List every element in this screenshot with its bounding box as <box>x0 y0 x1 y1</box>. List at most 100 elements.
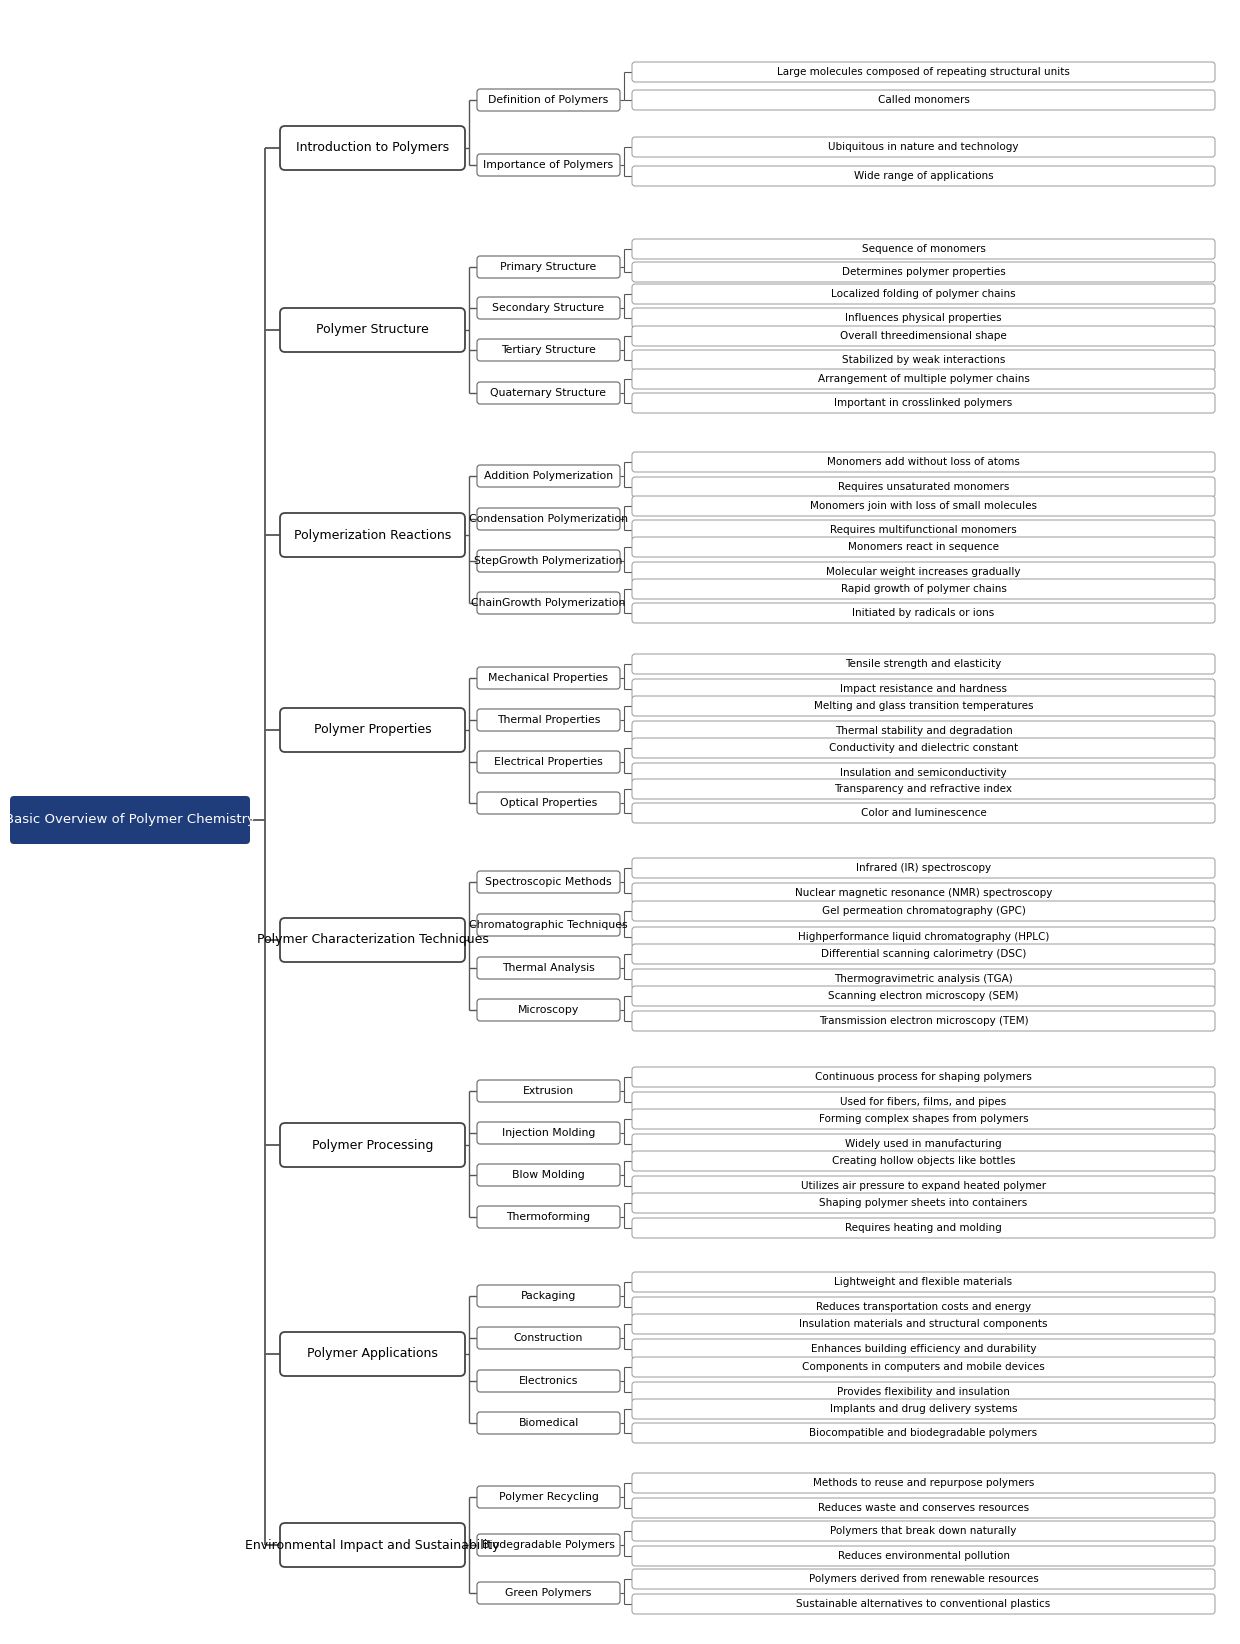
FancyBboxPatch shape <box>477 957 620 978</box>
FancyBboxPatch shape <box>477 508 620 529</box>
FancyBboxPatch shape <box>632 496 1215 516</box>
FancyBboxPatch shape <box>477 1369 620 1392</box>
FancyBboxPatch shape <box>632 1568 1215 1590</box>
Text: Requires heating and molding: Requires heating and molding <box>846 1223 1002 1233</box>
Text: Highperformance liquid chromatography (HPLC): Highperformance liquid chromatography (H… <box>797 932 1049 942</box>
Text: Monomers join with loss of small molecules: Monomers join with loss of small molecul… <box>810 501 1037 511</box>
FancyBboxPatch shape <box>632 326 1215 345</box>
Text: Tertiary Structure: Tertiary Structure <box>501 345 596 355</box>
Text: Ubiquitous in nature and technology: Ubiquitous in nature and technology <box>828 141 1019 151</box>
Text: Utilizes air pressure to expand heated polymer: Utilizes air pressure to expand heated p… <box>801 1180 1047 1190</box>
FancyBboxPatch shape <box>632 1175 1215 1195</box>
Text: Monomers react in sequence: Monomers react in sequence <box>848 543 999 552</box>
Text: Construction: Construction <box>513 1333 583 1343</box>
FancyBboxPatch shape <box>477 1486 620 1508</box>
Text: Thermoforming: Thermoforming <box>506 1212 590 1221</box>
Text: Melting and glass transition temperatures: Melting and glass transition temperature… <box>813 700 1033 710</box>
Text: Primary Structure: Primary Structure <box>501 261 596 271</box>
FancyBboxPatch shape <box>477 871 620 893</box>
FancyBboxPatch shape <box>632 452 1215 472</box>
Text: Components in computers and mobile devices: Components in computers and mobile devic… <box>802 1361 1045 1373</box>
Text: Molecular weight increases gradually: Molecular weight increases gradually <box>826 567 1021 577</box>
FancyBboxPatch shape <box>632 901 1215 921</box>
FancyBboxPatch shape <box>280 127 465 169</box>
Text: Creating hollow objects like bottles: Creating hollow objects like bottles <box>832 1156 1016 1166</box>
FancyBboxPatch shape <box>632 1356 1215 1378</box>
FancyBboxPatch shape <box>632 722 1215 741</box>
Text: Polymers that break down naturally: Polymers that break down naturally <box>831 1526 1017 1535</box>
FancyBboxPatch shape <box>632 261 1215 283</box>
Text: Continuous process for shaping polymers: Continuous process for shaping polymers <box>815 1072 1032 1082</box>
FancyBboxPatch shape <box>477 381 620 404</box>
FancyBboxPatch shape <box>632 1545 1215 1567</box>
FancyBboxPatch shape <box>632 1595 1215 1614</box>
FancyBboxPatch shape <box>632 1521 1215 1540</box>
FancyBboxPatch shape <box>632 779 1215 799</box>
Text: Reduces environmental pollution: Reduces environmental pollution <box>837 1550 1009 1562</box>
Text: Overall threedimensional shape: Overall threedimensional shape <box>841 330 1007 340</box>
Text: Impact resistance and hardness: Impact resistance and hardness <box>839 684 1007 694</box>
Text: Microscopy: Microscopy <box>518 1004 579 1014</box>
Text: Packaging: Packaging <box>521 1291 577 1300</box>
FancyBboxPatch shape <box>632 477 1215 496</box>
FancyBboxPatch shape <box>280 513 465 557</box>
FancyBboxPatch shape <box>632 538 1215 557</box>
FancyBboxPatch shape <box>632 654 1215 674</box>
Text: Biodegradable Polymers: Biodegradable Polymers <box>482 1540 615 1550</box>
FancyBboxPatch shape <box>632 166 1215 186</box>
FancyBboxPatch shape <box>632 883 1215 903</box>
Text: Spectroscopic Methods: Spectroscopic Methods <box>485 876 611 888</box>
FancyBboxPatch shape <box>632 1314 1215 1333</box>
Text: Reduces transportation costs and energy: Reduces transportation costs and energy <box>816 1302 1032 1312</box>
Text: Monomers add without loss of atoms: Monomers add without loss of atoms <box>827 457 1021 467</box>
Text: Forming complex shapes from polymers: Forming complex shapes from polymers <box>818 1115 1028 1124</box>
FancyBboxPatch shape <box>632 1272 1215 1292</box>
Text: Electrical Properties: Electrical Properties <box>494 756 603 768</box>
FancyBboxPatch shape <box>632 1134 1215 1154</box>
FancyBboxPatch shape <box>632 136 1215 156</box>
Text: Introduction to Polymers: Introduction to Polymers <box>296 141 449 155</box>
FancyBboxPatch shape <box>280 307 465 352</box>
FancyBboxPatch shape <box>477 1121 620 1144</box>
Text: Transparency and refractive index: Transparency and refractive index <box>835 784 1013 794</box>
Text: Requires multifunctional monomers: Requires multifunctional monomers <box>830 524 1017 534</box>
FancyBboxPatch shape <box>632 763 1215 783</box>
FancyBboxPatch shape <box>632 1473 1215 1493</box>
FancyBboxPatch shape <box>477 551 620 572</box>
FancyBboxPatch shape <box>477 1286 620 1307</box>
Text: Shaping polymer sheets into containers: Shaping polymer sheets into containers <box>820 1198 1028 1208</box>
Text: Chromatographic Techniques: Chromatographic Techniques <box>469 921 627 931</box>
Text: Polymer Properties: Polymer Properties <box>314 723 432 737</box>
Text: Initiated by radicals or ions: Initiated by radicals or ions <box>852 608 994 618</box>
FancyBboxPatch shape <box>632 562 1215 582</box>
FancyBboxPatch shape <box>477 298 620 319</box>
Text: Polymers derived from renewable resources: Polymers derived from renewable resource… <box>808 1573 1038 1585</box>
Text: Sequence of monomers: Sequence of monomers <box>862 243 986 255</box>
Text: Injection Molding: Injection Molding <box>502 1128 595 1138</box>
FancyBboxPatch shape <box>477 155 620 176</box>
Text: Differential scanning calorimetry (DSC): Differential scanning calorimetry (DSC) <box>821 949 1027 958</box>
Text: Rapid growth of polymer chains: Rapid growth of polymer chains <box>841 584 1007 593</box>
Text: Environmental Impact and Sustainability: Environmental Impact and Sustainability <box>246 1539 500 1552</box>
Text: Important in crosslinked polymers: Important in crosslinked polymers <box>835 398 1013 408</box>
FancyBboxPatch shape <box>477 1534 620 1555</box>
Text: Addition Polymerization: Addition Polymerization <box>484 470 613 482</box>
FancyBboxPatch shape <box>10 796 250 843</box>
FancyBboxPatch shape <box>632 802 1215 824</box>
FancyBboxPatch shape <box>632 1194 1215 1213</box>
Text: Thermogravimetric analysis (TGA): Thermogravimetric analysis (TGA) <box>835 973 1013 985</box>
FancyBboxPatch shape <box>280 917 465 962</box>
Text: Definition of Polymers: Definition of Polymers <box>489 95 609 105</box>
Text: Importance of Polymers: Importance of Polymers <box>484 159 614 169</box>
FancyBboxPatch shape <box>477 1582 620 1605</box>
FancyBboxPatch shape <box>632 393 1215 413</box>
Text: Thermal stability and degradation: Thermal stability and degradation <box>835 727 1012 737</box>
Text: Implants and drug delivery systems: Implants and drug delivery systems <box>830 1404 1017 1414</box>
Text: Tensile strength and elasticity: Tensile strength and elasticity <box>846 659 1002 669</box>
Text: Polymer Characterization Techniques: Polymer Characterization Techniques <box>257 934 489 947</box>
FancyBboxPatch shape <box>632 579 1215 598</box>
FancyBboxPatch shape <box>632 90 1215 110</box>
Text: Gel permeation chromatography (GPC): Gel permeation chromatography (GPC) <box>822 906 1025 916</box>
FancyBboxPatch shape <box>632 944 1215 963</box>
FancyBboxPatch shape <box>632 1011 1215 1031</box>
